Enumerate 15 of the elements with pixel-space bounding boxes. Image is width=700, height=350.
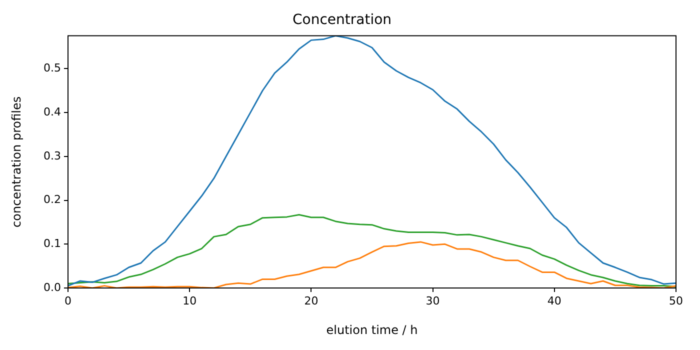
y-tick-label: 0.5 xyxy=(44,62,61,75)
y-tick-label: 0.2 xyxy=(44,193,61,206)
x-tick-label: 20 xyxy=(304,294,318,308)
x-tick-label: 40 xyxy=(547,294,562,308)
y-tick-label: 0.1 xyxy=(44,237,61,250)
x-tick-label: 0 xyxy=(64,294,72,308)
y-tick-label: 0.0 xyxy=(44,280,61,294)
y-tick-label: 0.3 xyxy=(44,149,61,162)
x-tick-label: 10 xyxy=(182,294,197,308)
y-axis-title: concentration profiles xyxy=(9,96,24,228)
x-axis-title: elution time / h xyxy=(326,322,418,337)
x-tick-label: 50 xyxy=(669,294,683,308)
x-tick-label: 30 xyxy=(426,294,440,308)
chart-title: Concentration xyxy=(292,12,392,28)
y-tick-label: 0.4 xyxy=(44,105,61,118)
